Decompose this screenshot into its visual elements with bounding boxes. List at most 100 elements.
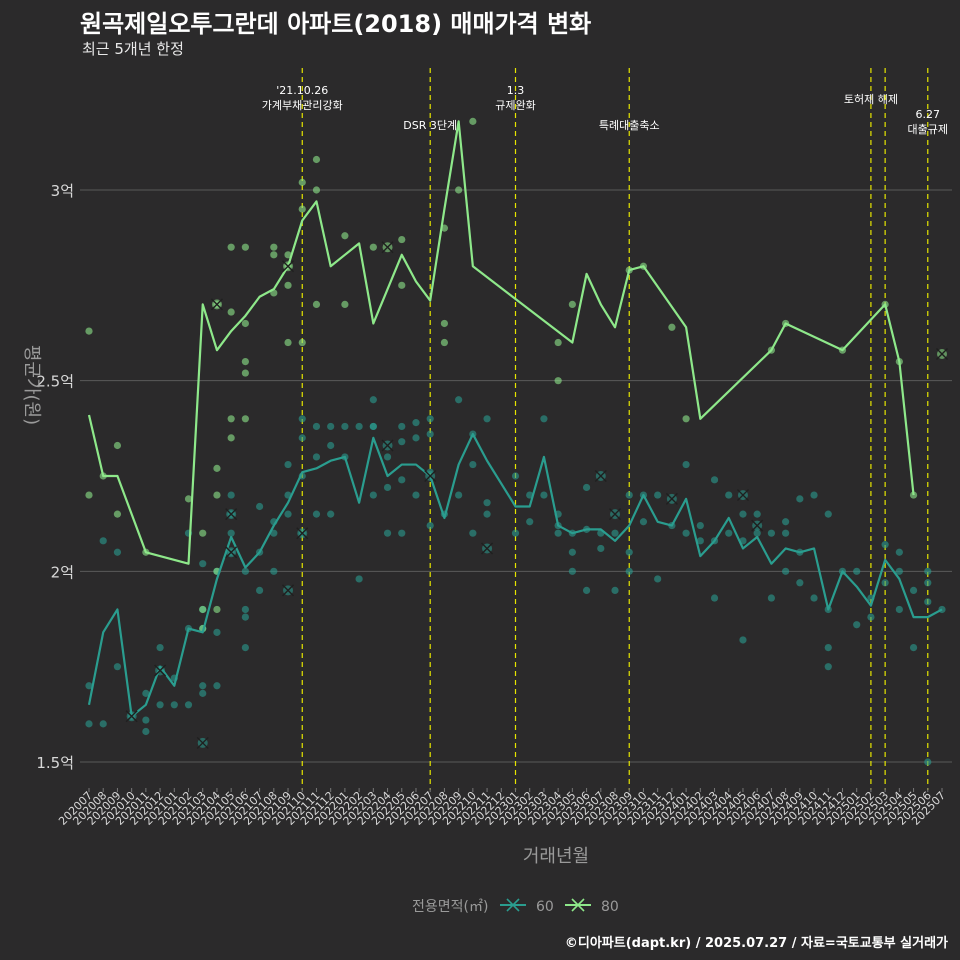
- x-marker-60: [282, 584, 295, 597]
- data-point-80: [312, 300, 321, 308]
- x-marker-stroke: [296, 527, 309, 540]
- event-label: '21.10.26: [276, 84, 328, 97]
- data-point-60: [682, 460, 690, 469]
- data-point-60: [654, 575, 662, 583]
- x-marker-stroke: [481, 542, 494, 555]
- data-point-60: [256, 586, 264, 595]
- data-point-80: [270, 243, 278, 251]
- data-point-60: [398, 422, 406, 431]
- data-point-80: [241, 319, 249, 328]
- data-point-60: [184, 701, 193, 709]
- source-caption: ©디아파트(dapt.kr) / 2025.07.27 / 자료=국토교통부 실…: [564, 936, 948, 951]
- data-point-60: [99, 537, 107, 545]
- x-marker-stroke: [125, 710, 138, 723]
- data-point-60: [156, 701, 164, 709]
- data-point-60: [540, 491, 548, 499]
- x-marker-stroke: [196, 736, 209, 749]
- x-marker-60: [424, 470, 437, 482]
- lines-layer: [87, 120, 943, 718]
- data-point-60: [284, 460, 292, 469]
- data-point-60: [611, 529, 619, 537]
- data-point-60: [753, 510, 761, 518]
- data-point-60: [199, 689, 207, 697]
- data-point-60: [710, 476, 719, 484]
- x-marker-stroke: [424, 470, 437, 482]
- x-marker-stroke: [381, 439, 394, 452]
- data-point-60: [895, 548, 903, 556]
- data-point-80: [284, 251, 292, 259]
- event-label: 특례대출축소: [599, 119, 660, 132]
- data-point-80: [554, 338, 562, 347]
- x-axis-title: 거래년월: [523, 846, 589, 867]
- data-point-80: [440, 319, 449, 328]
- x-marker-60: [609, 508, 622, 521]
- x-marker-60: [481, 542, 494, 555]
- y-tick-label: 3억: [51, 182, 74, 200]
- data-point-60: [270, 529, 278, 537]
- x-marker-80: [282, 260, 295, 273]
- data-point-60: [227, 529, 235, 537]
- data-point-60: [511, 529, 520, 537]
- data-point-60: [355, 575, 363, 583]
- data-point-60: [682, 529, 690, 537]
- legend-title: 전용면적(㎡): [412, 899, 488, 915]
- data-point-60: [369, 491, 377, 499]
- x-marker-80: [936, 347, 948, 360]
- data-point-60: [113, 548, 122, 556]
- event-label: 1.3: [507, 84, 525, 97]
- event-label: 대출규제: [908, 123, 948, 136]
- x-marker-stroke: [609, 508, 622, 521]
- data-point-80: [85, 327, 93, 335]
- data-point-60: [582, 483, 591, 492]
- x-marker-60: [381, 439, 394, 452]
- data-point-60: [142, 689, 150, 697]
- data-point-80: [398, 281, 406, 289]
- data-point-60: [526, 518, 534, 526]
- data-point-60: [398, 529, 406, 537]
- data-point-60: [881, 579, 889, 587]
- data-point-60: [241, 567, 249, 575]
- x-marker-60: [225, 508, 238, 521]
- data-point-60: [312, 422, 321, 431]
- data-point-80: [213, 491, 221, 499]
- x-marker-stroke: [154, 664, 167, 677]
- data-point-60: [725, 491, 733, 499]
- data-point-80: [312, 155, 321, 164]
- data-point-60: [909, 586, 918, 595]
- data-point-60: [355, 422, 363, 431]
- data-point-80: [227, 308, 235, 316]
- data-point-80: [85, 491, 93, 499]
- data-point-60: [113, 663, 122, 671]
- data-point-80: [341, 232, 349, 240]
- data-point-60: [909, 644, 918, 652]
- data-point-60: [782, 518, 790, 526]
- data-point-60: [895, 567, 903, 575]
- data-point-60: [426, 521, 434, 530]
- data-point-60: [725, 529, 733, 537]
- data-point-80: [113, 510, 122, 518]
- data-point-80: [241, 358, 249, 366]
- data-point-80: [227, 434, 235, 442]
- data-point-80: [398, 235, 406, 244]
- data-point-60: [469, 529, 477, 537]
- data-point-60: [241, 613, 249, 621]
- x-marker-stroke: [210, 298, 223, 311]
- chart-title: 원곡제일오투그란데 아파트(2018) 매매가격 변화: [80, 10, 592, 38]
- data-point-60: [241, 644, 249, 652]
- legend-x-80: [571, 898, 585, 912]
- data-point-60: [227, 491, 235, 499]
- data-point-60: [327, 441, 335, 450]
- data-point-60: [327, 422, 335, 431]
- data-point-60: [426, 415, 434, 423]
- data-point-60: [483, 499, 491, 507]
- data-point-60: [85, 682, 93, 690]
- data-point-60: [241, 605, 249, 614]
- data-point-60: [782, 567, 790, 575]
- x-marker-60: [225, 546, 238, 559]
- data-point-80: [270, 251, 278, 259]
- data-point-80: [241, 369, 249, 377]
- data-point-60: [412, 434, 420, 442]
- data-point-60: [369, 422, 377, 431]
- data-point-60: [924, 579, 932, 587]
- y-tick-label: 2.5억: [36, 373, 74, 391]
